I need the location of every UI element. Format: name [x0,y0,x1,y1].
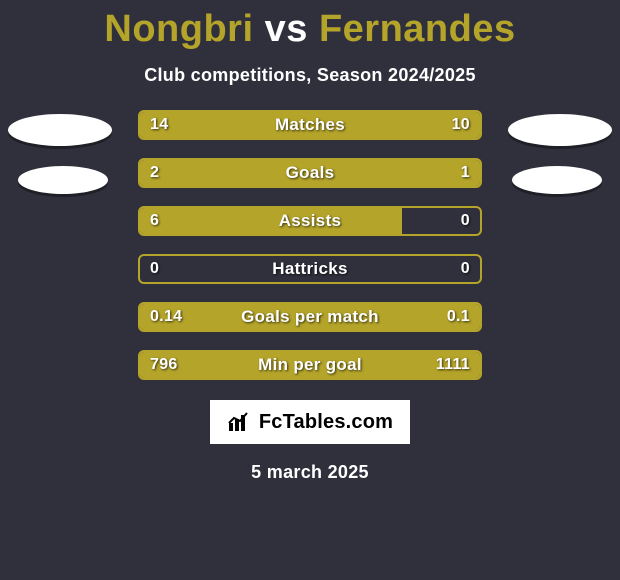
date-label: 5 march 2025 [0,462,620,483]
player2-avatar-icon [508,114,612,146]
metric-value-left: 796 [150,356,178,374]
metric-value-left: 2 [150,164,159,182]
metric-value-left: 14 [150,116,168,134]
vs-separator: vs [265,8,308,50]
metric-label: Goals [286,163,335,183]
player1-shadow-icon [18,166,108,194]
brand-text: FcTables.com [259,411,393,434]
metric-value-right: 0.1 [447,308,470,326]
player1-avatar-icon [8,114,112,146]
metric-row: 6 0 Assists [138,206,482,236]
metric-value-right: 10 [452,116,470,134]
metric-label: Matches [275,115,345,135]
brand-badge: FcTables.com [210,400,410,444]
metric-value-right: 0 [461,260,470,278]
comparison-arena: 14 10 Matches 2 1 Goals 6 0 Assists 0 0 Hattricks 0.… [0,110,620,380]
metric-row: 14 10 Matches [138,110,482,140]
metric-label: Min per goal [258,355,362,375]
player2-shadow-icon [512,166,602,194]
metric-value-right: 0 [461,212,470,230]
metric-value-right: 1111 [436,356,470,374]
player2-name: Fernandes [319,8,516,50]
metric-label: Hattricks [272,259,347,279]
subtitle: Club competitions, Season 2024/2025 [0,65,620,86]
metric-row: 0 0 Hattricks [138,254,482,284]
metric-label: Assists [279,211,342,231]
metric-value-left: 0 [150,260,159,278]
metric-row: 0.14 0.1 Goals per match [138,302,482,332]
brand-chart-icon [227,411,253,433]
metric-label: Goals per match [241,307,379,327]
metric-bars: 14 10 Matches 2 1 Goals 6 0 Assists 0 0 Hattricks 0.… [138,110,482,380]
metric-value-left: 6 [150,212,159,230]
metric-fill-left [140,208,402,234]
metric-row: 796 1111 Min per goal [138,350,482,380]
metric-value-right: 1 [461,164,470,182]
metric-value-left: 0.14 [150,308,182,326]
comparison-title: Nongbri vs Fernandes [0,0,620,51]
player1-name: Nongbri [104,8,253,50]
metric-row: 2 1 Goals [138,158,482,188]
